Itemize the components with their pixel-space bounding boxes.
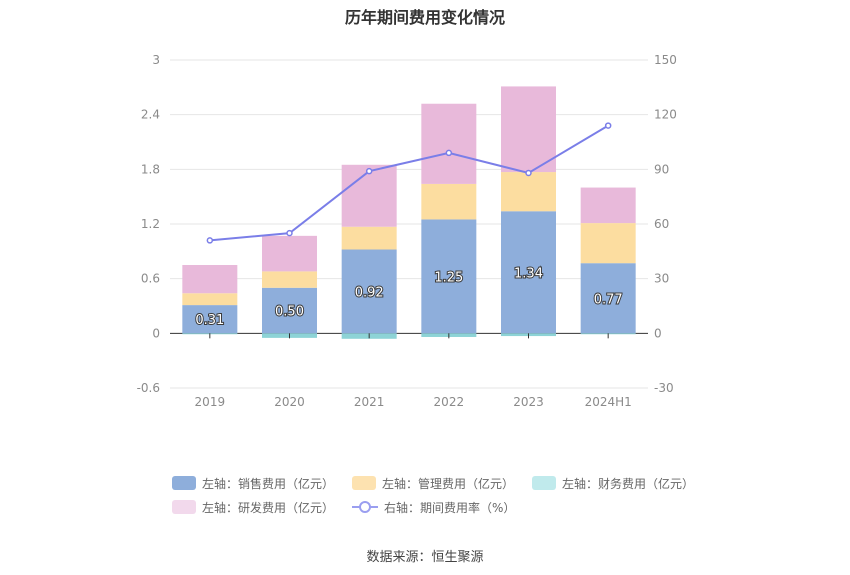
bar-data-label: 0.50 <box>275 305 304 320</box>
legend-label-admin: 左轴：管理费用（亿元） <box>382 476 515 491</box>
left-axis-tick-label: -0.6 <box>137 381 160 395</box>
source-note: 数据来源：恒生聚源 <box>366 550 484 565</box>
legend-item-rate[interactable]: 右轴：期间费用率（%） <box>352 499 515 516</box>
rate-point <box>525 169 532 177</box>
data-labels: 0.31 0.50 0.92 1.25 1.34 0.77 <box>194 265 623 329</box>
bar-segment-sales <box>501 211 556 334</box>
right-axis-tick-label: 90 <box>654 162 669 176</box>
bar-segment-sales <box>421 219 477 334</box>
bar-segment-rnd <box>341 164 397 227</box>
bar-segment-sales <box>580 263 636 334</box>
legend-swatch-admin <box>352 476 377 490</box>
right-axis-tick-label: 120 <box>654 108 677 122</box>
axes: 3 2.4 1.8 1.2 0.6 0 -0.6 150 120 90 60 30 0 -30 2019 20… <box>137 53 677 409</box>
right-axis-tick-label: 30 <box>654 272 669 286</box>
bar-data-label: 0.92 <box>355 285 384 300</box>
rate-point <box>365 167 373 175</box>
bar-segment-rnd <box>580 187 636 224</box>
legend-swatch-sales <box>172 476 196 490</box>
left-axis-tick-label: 0.6 <box>141 272 160 286</box>
x-axis-tick-label: 2023 <box>513 395 544 409</box>
grid-lines <box>170 59 648 389</box>
chart-title: 历年期间费用变化情况 <box>344 8 505 27</box>
legend-item-rnd[interactable]: 左轴：研发费用（亿元） <box>172 499 334 516</box>
bar-segment-admin <box>182 293 238 306</box>
legend-item-admin[interactable]: 左轴：管理费用（亿元） <box>352 475 514 492</box>
left-axis-tick-label: 0 <box>152 326 160 340</box>
rate-point <box>286 229 293 237</box>
bar-segment-sales <box>182 305 238 334</box>
bar-segment-admin <box>421 183 477 220</box>
bar-segment-admin <box>501 172 556 212</box>
bar-segment-sales <box>341 249 397 334</box>
bar-segment-admin <box>580 223 636 264</box>
legend-swatch-finance <box>532 476 557 490</box>
right-axis-tick-label: -30 <box>654 381 674 395</box>
left-axis-tick-label: 1.2 <box>141 217 160 231</box>
right-axis-tick-label: 0 <box>654 326 662 340</box>
bar-segment-rnd <box>421 103 477 184</box>
x-axis-tick-label: 2020 <box>274 395 305 409</box>
left-axis-tick-label: 1.8 <box>141 162 160 176</box>
x-axis-tick-label: 2022 <box>434 395 465 409</box>
x-axis-tick-label: 2024H1 <box>585 395 632 409</box>
legend-swatch-rnd <box>172 500 196 514</box>
bar-segment-admin <box>262 271 317 288</box>
bar-segment-rnd <box>501 86 556 173</box>
legend-line-marker-icon <box>352 501 379 513</box>
x-axis-tick-label: 2019 <box>195 395 226 409</box>
bar-data-label: 1.34 <box>514 266 543 281</box>
bar-segment-admin <box>341 226 397 250</box>
legend-label-sales: 左轴：销售费用（亿元） <box>202 476 335 491</box>
x-axis-tick-label: 2021 <box>354 395 385 409</box>
rate-line <box>206 122 612 244</box>
legend-label-rnd: 左轴：研发费用（亿元） <box>202 500 335 515</box>
legend-label-rate: 右轴：期间费用率（%） <box>384 500 516 515</box>
bar-segment-sales <box>262 287 317 334</box>
right-axis-tick-label: 150 <box>654 53 677 67</box>
bar-segment-rnd <box>182 265 238 294</box>
rate-line-path <box>209 124 609 242</box>
rate-point <box>206 237 214 244</box>
bar-data-label: 0.77 <box>594 292 623 307</box>
rate-point <box>604 122 612 129</box>
legend-label-finance: 左轴：财务费用（亿元） <box>562 476 695 491</box>
right-axis-tick-label: 60 <box>654 217 669 231</box>
legend-item-finance[interactable]: 左轴：财务费用（亿元） <box>532 475 694 492</box>
rate-point <box>445 149 453 157</box>
bar-segment-rnd <box>262 235 317 272</box>
left-axis-tick-label: 3 <box>152 53 160 67</box>
left-axis-tick-label: 2.4 <box>141 108 160 122</box>
bar-data-label: 1.25 <box>434 270 463 285</box>
bar-data-label: 0.31 <box>195 313 224 328</box>
bars <box>182 86 636 339</box>
legend-item-sales[interactable]: 左轴：销售费用（亿元） <box>172 475 334 492</box>
legend: 左轴：销售费用（亿元） 左轴：管理费用（亿元） 左轴：财务费用（亿元） 左轴：研… <box>172 472 732 520</box>
